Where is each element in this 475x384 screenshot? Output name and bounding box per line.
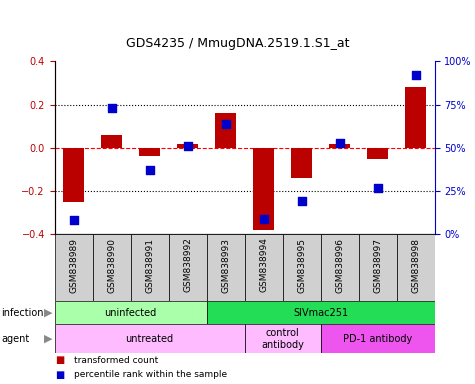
Bar xyxy=(177,144,198,148)
Text: PD-1 antibody: PD-1 antibody xyxy=(343,334,412,344)
Bar xyxy=(359,234,397,301)
Text: GSM838994: GSM838994 xyxy=(259,238,268,293)
Text: ▶: ▶ xyxy=(44,308,52,318)
Point xyxy=(298,198,305,204)
Bar xyxy=(397,234,435,301)
Bar xyxy=(207,301,435,324)
Bar xyxy=(329,144,350,148)
Bar xyxy=(55,234,93,301)
Bar xyxy=(207,234,245,301)
Point xyxy=(146,167,153,174)
Text: GSM838995: GSM838995 xyxy=(297,238,306,293)
Text: untreated: untreated xyxy=(125,334,174,344)
Bar xyxy=(245,324,321,353)
Bar xyxy=(169,234,207,301)
Point xyxy=(374,185,381,191)
Text: GSM838997: GSM838997 xyxy=(373,238,382,293)
Bar xyxy=(321,324,435,353)
Text: GSM838989: GSM838989 xyxy=(69,238,78,293)
Point xyxy=(70,217,77,223)
Bar xyxy=(245,234,283,301)
Point xyxy=(108,105,115,111)
Point xyxy=(184,143,191,149)
Text: GSM838996: GSM838996 xyxy=(335,238,344,293)
Bar xyxy=(321,234,359,301)
Point xyxy=(336,139,343,146)
Text: GSM838991: GSM838991 xyxy=(145,238,154,293)
Point xyxy=(222,121,229,127)
Bar xyxy=(93,234,131,301)
Bar xyxy=(291,148,312,178)
Bar xyxy=(405,87,426,148)
Bar xyxy=(55,324,245,353)
Point xyxy=(260,216,267,222)
Text: control
antibody: control antibody xyxy=(261,328,304,350)
Text: SIVmac251: SIVmac251 xyxy=(293,308,348,318)
Text: GSM838992: GSM838992 xyxy=(183,238,192,293)
Text: transformed count: transformed count xyxy=(74,356,158,365)
Text: GSM838993: GSM838993 xyxy=(221,238,230,293)
Text: ■: ■ xyxy=(55,370,64,380)
Bar xyxy=(139,148,160,157)
Text: percentile rank within the sample: percentile rank within the sample xyxy=(74,371,227,379)
Text: agent: agent xyxy=(1,334,29,344)
Bar xyxy=(367,148,388,159)
Text: GSM838990: GSM838990 xyxy=(107,238,116,293)
Text: ■: ■ xyxy=(55,356,64,366)
Bar xyxy=(55,301,207,324)
Text: ▶: ▶ xyxy=(44,334,52,344)
Bar xyxy=(253,148,274,230)
Bar xyxy=(131,234,169,301)
Text: infection: infection xyxy=(1,308,43,318)
Bar xyxy=(63,148,84,202)
Bar xyxy=(283,234,321,301)
Point xyxy=(412,72,419,78)
Text: uninfected: uninfected xyxy=(104,308,157,318)
Bar xyxy=(215,113,236,148)
Text: GSM838998: GSM838998 xyxy=(411,238,420,293)
Bar xyxy=(101,135,122,148)
Text: GDS4235 / MmugDNA.2519.1.S1_at: GDS4235 / MmugDNA.2519.1.S1_at xyxy=(126,37,349,50)
